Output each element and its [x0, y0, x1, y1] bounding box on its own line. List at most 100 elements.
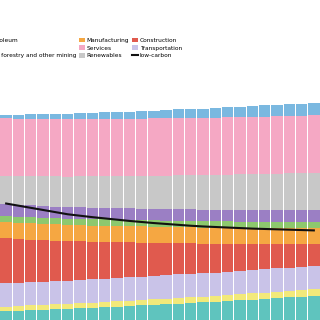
Bar — [161, 176, 172, 209]
Bar — [25, 115, 36, 119]
Bar — [197, 118, 209, 175]
Bar — [111, 176, 123, 208]
Bar — [259, 174, 270, 210]
Bar — [296, 116, 307, 173]
Bar — [50, 304, 61, 309]
Bar — [222, 244, 233, 272]
Bar — [1, 204, 12, 216]
Bar — [62, 225, 73, 241]
Bar — [271, 105, 283, 116]
Bar — [37, 114, 49, 119]
Bar — [1, 238, 12, 283]
Bar — [161, 304, 172, 320]
Bar — [197, 297, 209, 302]
Bar — [173, 175, 184, 209]
Bar — [173, 118, 184, 175]
Bar — [271, 292, 283, 298]
Bar — [87, 119, 98, 176]
Bar — [13, 217, 24, 223]
Bar — [111, 208, 123, 220]
Bar — [234, 271, 246, 294]
Bar — [296, 228, 307, 244]
Bar — [50, 281, 61, 304]
Bar — [197, 210, 209, 221]
Bar — [161, 118, 172, 176]
Bar — [99, 208, 110, 220]
Bar — [222, 210, 233, 221]
Bar — [197, 273, 209, 297]
Bar — [50, 119, 61, 176]
Bar — [259, 222, 270, 228]
Bar — [74, 207, 86, 219]
Bar — [1, 311, 12, 320]
Bar — [111, 220, 123, 226]
Bar — [173, 227, 184, 243]
Bar — [136, 220, 147, 227]
Bar — [185, 221, 196, 227]
Bar — [136, 209, 147, 220]
Bar — [271, 173, 283, 210]
Bar — [197, 302, 209, 320]
Bar — [13, 283, 24, 306]
Bar — [25, 205, 36, 217]
Bar — [284, 222, 295, 228]
Bar — [25, 176, 36, 205]
Bar — [210, 228, 221, 244]
Bar — [136, 243, 147, 276]
Bar — [284, 291, 295, 297]
Bar — [259, 106, 270, 116]
Bar — [37, 206, 49, 218]
Bar — [197, 221, 209, 228]
Bar — [296, 222, 307, 228]
Bar — [148, 227, 159, 243]
Bar — [210, 273, 221, 296]
Bar — [136, 119, 147, 176]
Bar — [62, 309, 73, 320]
Bar — [271, 268, 283, 292]
Bar — [197, 244, 209, 273]
Bar — [99, 242, 110, 279]
Bar — [111, 301, 123, 307]
Bar — [259, 299, 270, 320]
Bar — [148, 220, 159, 227]
Bar — [25, 310, 36, 320]
Bar — [1, 115, 12, 118]
Bar — [62, 114, 73, 119]
Bar — [271, 228, 283, 244]
Bar — [87, 219, 98, 226]
Bar — [173, 303, 184, 320]
Bar — [111, 242, 123, 278]
Bar — [1, 222, 12, 238]
Bar — [148, 110, 159, 118]
Bar — [296, 267, 307, 290]
Bar — [271, 244, 283, 268]
Bar — [296, 244, 307, 267]
Bar — [296, 210, 307, 222]
Bar — [13, 223, 24, 239]
Bar — [197, 175, 209, 210]
Bar — [87, 226, 98, 242]
Bar — [185, 274, 196, 297]
Bar — [284, 297, 295, 320]
Bar — [74, 119, 86, 176]
Bar — [234, 294, 246, 300]
Bar — [247, 106, 258, 117]
Bar — [62, 207, 73, 219]
Bar — [222, 175, 233, 210]
Bar — [197, 108, 209, 118]
Bar — [13, 176, 24, 205]
Bar — [99, 176, 110, 208]
Bar — [284, 210, 295, 222]
Bar — [308, 289, 319, 296]
Bar — [259, 210, 270, 222]
Bar — [124, 301, 135, 306]
Bar — [74, 219, 86, 225]
Bar — [25, 240, 36, 282]
Bar — [234, 117, 246, 174]
Bar — [222, 221, 233, 228]
Bar — [87, 113, 98, 119]
Bar — [124, 306, 135, 320]
Bar — [161, 209, 172, 221]
Bar — [124, 243, 135, 277]
Bar — [50, 207, 61, 218]
